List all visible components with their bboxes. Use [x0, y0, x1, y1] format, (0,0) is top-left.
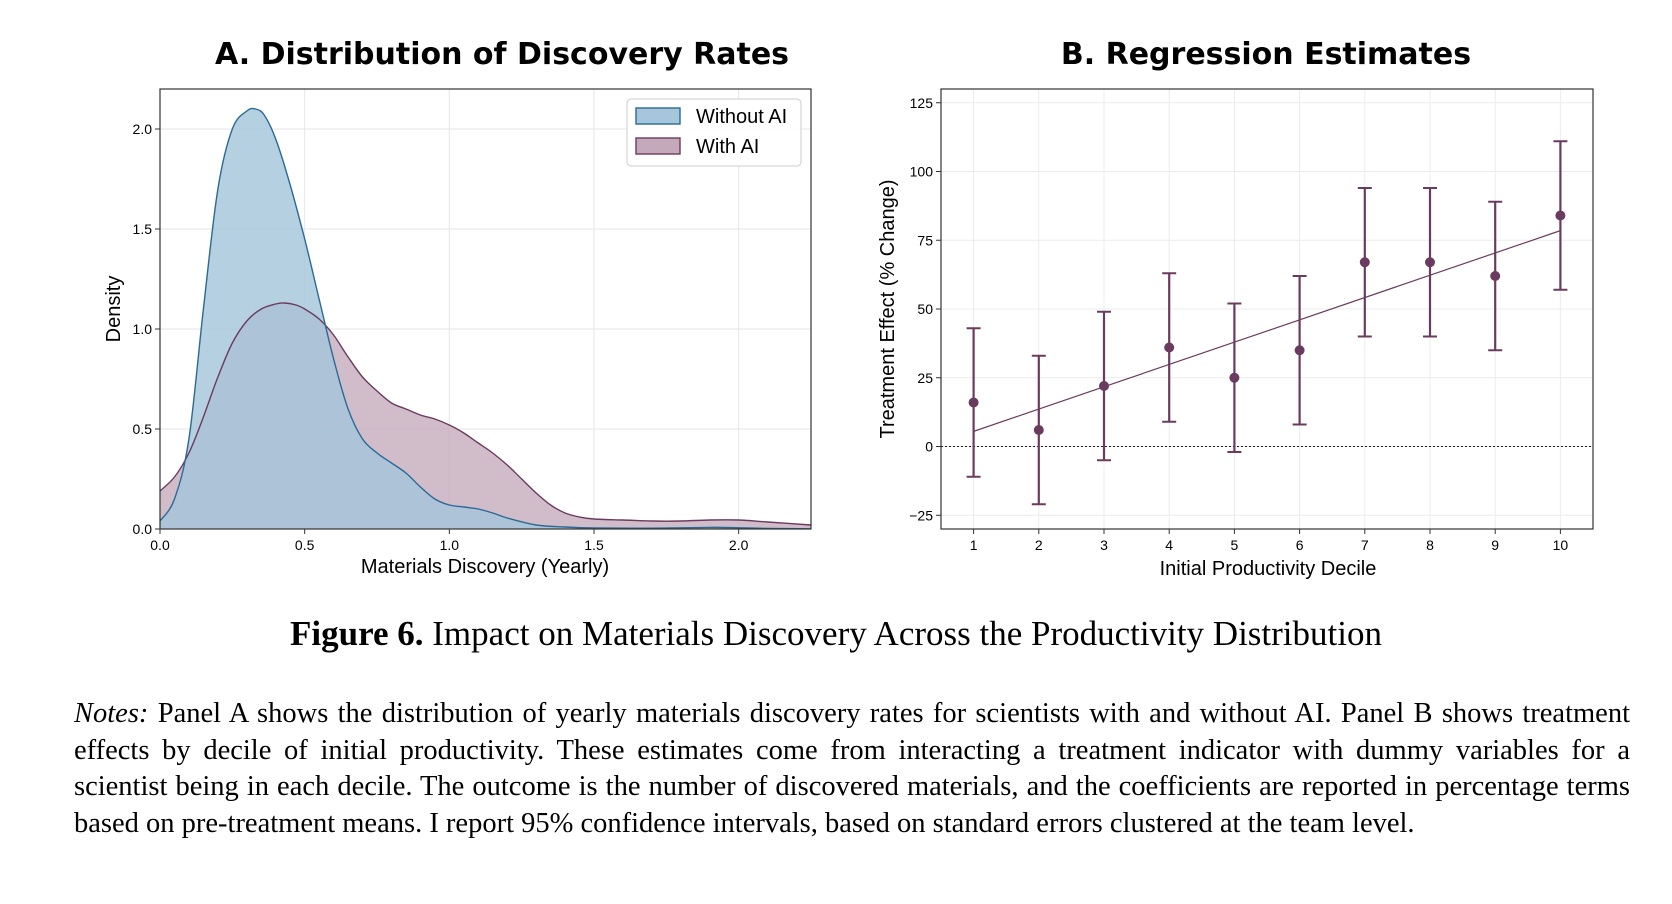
b-x-tick-label-3: 3 [1100, 537, 1108, 553]
panel-b-regression-chart: B. Regression Estimates 1 2 3 4 5 6 7 8 9 10 −25 0… [877, 37, 1594, 580]
with-ai-density-line [159, 302, 812, 526]
panel-b-points [968, 210, 1566, 435]
panel-b-y-label: Treatment Effect (% Change) [877, 179, 899, 438]
point-decile-1 [968, 397, 979, 408]
b-x-tick-label-2: 2 [1035, 537, 1043, 553]
point-decile-8 [1425, 257, 1435, 268]
b-x-tick-label-10: 10 [1553, 537, 1569, 553]
point-decile-10 [1555, 210, 1566, 221]
b-y-tick-label-75: 75 [917, 232, 933, 248]
b-y-tick-label-50: 50 [917, 301, 933, 317]
y-tick-label-2p0: 2.0 [133, 121, 153, 137]
point-decile-3 [1099, 381, 1109, 391]
panel-b-y-ticks: −25 0 25 50 75 100 125 [909, 95, 941, 523]
x-tick-label-0p0: 0.0 [150, 537, 170, 553]
panel-a-frame [159, 88, 812, 530]
b-y-tick-label-25: −25 [909, 507, 933, 523]
y-tick-label-1p5: 1.5 [133, 221, 153, 237]
panel-a-y-label: Density [103, 276, 125, 343]
panel-a-legend: Without AI With AI [626, 98, 802, 167]
point-decile-5 [1229, 372, 1240, 383]
point-decile-6 [1294, 345, 1305, 356]
linear-fit-line [973, 230, 1561, 432]
panel-b-x-label: Initial Productivity Decile [1160, 558, 1377, 580]
panel-a-title: A. Distribution of Discovery Rates [215, 37, 789, 72]
b-x-tick-label-5: 5 [1231, 537, 1239, 553]
panel-a-y-ticks: 0.0 0.5 1.0 1.5 2.0 [133, 121, 160, 537]
panel-a-x-label: Materials Discovery (Yearly) [361, 556, 609, 578]
x-tick-label-0p5: 0.5 [295, 537, 315, 553]
panel-b-title: B. Regression Estimates [1061, 37, 1471, 72]
x-tick-label-2p0: 2.0 [729, 537, 749, 553]
figure-panels: A. Distribution of Discovery Rates 0.0 0.… [103, 37, 1594, 580]
b-x-tick-label-4: 4 [1165, 537, 1173, 553]
notes-label: Notes: [74, 698, 149, 729]
without-ai-density-line [159, 107, 812, 530]
figure-number: Figure 6. [290, 614, 424, 653]
point-decile-2 [1033, 425, 1044, 435]
y-tick-label-0p5: 0.5 [133, 421, 153, 437]
panel-a-x-ticks: 0.0 0.5 1.0 1.5 2.0 [150, 529, 749, 553]
b-y-tick-label-0: 0 [925, 439, 933, 455]
point-decile-4 [1164, 342, 1175, 353]
b-x-tick-label-6: 6 [1296, 537, 1304, 553]
b-y-tick-label-25: 25 [917, 370, 933, 386]
legend-without-ai-label: Without AI [696, 106, 787, 128]
b-x-tick-label-8: 8 [1426, 537, 1434, 553]
figure-notes: Notes: Panel A shows the distribution of… [74, 696, 1630, 842]
b-x-tick-label-9: 9 [1491, 537, 1499, 553]
legend-with-ai-swatch [635, 137, 681, 155]
panel-a-density-chart: A. Distribution of Discovery Rates 0.0 0.… [103, 37, 812, 578]
b-y-tick-label-125: 125 [910, 95, 934, 111]
b-y-tick-label-100: 100 [910, 164, 934, 180]
point-decile-9 [1490, 271, 1501, 281]
y-tick-label-1p0: 1.0 [133, 321, 153, 337]
legend-without-ai-swatch [635, 107, 681, 125]
b-x-tick-label-7: 7 [1361, 537, 1369, 553]
point-decile-7 [1359, 257, 1370, 268]
x-tick-label-1p5: 1.5 [584, 537, 604, 553]
panel-b-error-bars [966, 140, 1568, 506]
figure-caption: Figure 6. Impact on Materials Discovery … [0, 614, 1672, 654]
notes-text: Panel A shows the distribution of yearly… [74, 698, 1630, 839]
without-ai-density-area [160, 108, 811, 529]
panel-b-x-ticks: 1 2 3 4 5 6 7 8 9 10 [970, 529, 1569, 553]
figure-caption-text: Impact on Materials Discovery Across the… [432, 614, 1382, 653]
x-tick-label-1p0: 1.0 [440, 537, 460, 553]
b-x-tick-label-1: 1 [970, 537, 978, 553]
legend-with-ai-label: With AI [696, 136, 759, 158]
y-tick-label-0p0: 0.0 [133, 521, 153, 537]
